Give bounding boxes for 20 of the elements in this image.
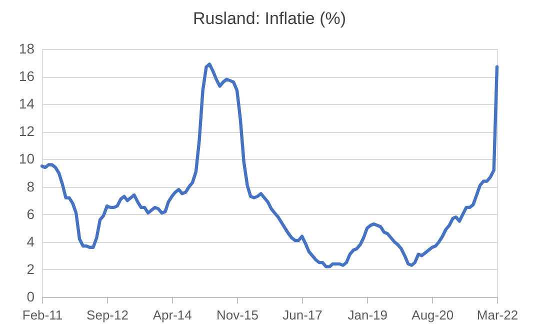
y-tick-label: 12: [18, 123, 35, 140]
y-tick-label: 6: [26, 206, 35, 222]
x-tick-label: Sep-12: [86, 308, 128, 322]
y-tick-label: 4: [26, 233, 35, 250]
x-tick-label: Nov-15: [216, 308, 258, 322]
x-tick-label: Feb-11: [22, 308, 63, 322]
y-tick-label: 18: [18, 40, 35, 56]
y-tick-label: 14: [18, 96, 35, 112]
line-series: [40, 62, 499, 268]
x-tick-label: Jan-19: [348, 308, 388, 322]
y-tick-label: 0: [26, 288, 35, 304]
y-tick-label: 16: [18, 68, 35, 84]
x-tick-label: Mar-22: [476, 308, 518, 322]
chart-title: Rusland: Inflatie (%): [192, 9, 346, 28]
x-tick-label: Jun-17: [282, 308, 322, 322]
y-tick-label: 2: [26, 260, 35, 277]
x-tick-label: Aug-20: [412, 308, 454, 322]
x-tick-label: Apr-14: [152, 308, 192, 322]
y-tick-label: 10: [18, 150, 35, 167]
y-tick-label: 8: [26, 178, 35, 194]
